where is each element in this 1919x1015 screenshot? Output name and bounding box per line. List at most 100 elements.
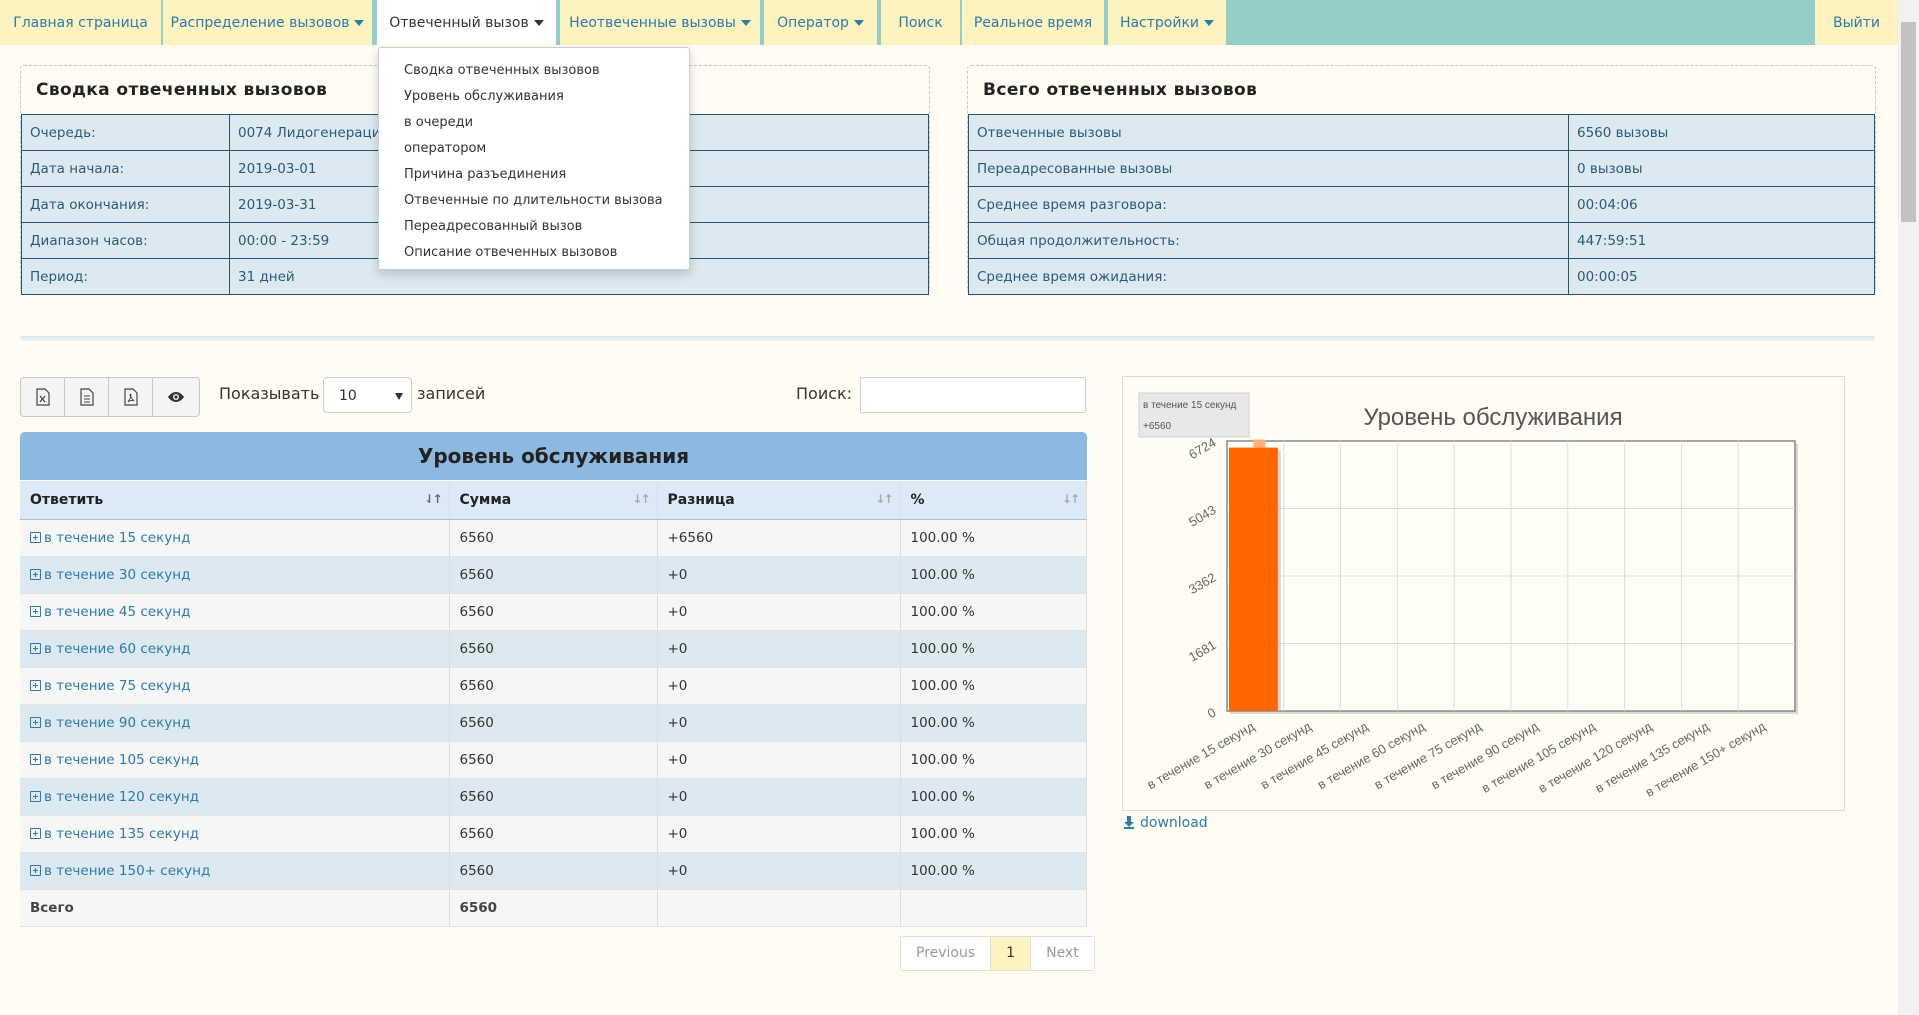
x-tick-label: в течение 45 секунд — [1258, 718, 1371, 792]
nav-operator[interactable]: Оператор — [764, 0, 877, 45]
answer-cell[interactable]: в течение 75 секунд — [20, 667, 450, 705]
answer-link[interactable]: в течение 120 секунд — [44, 788, 199, 805]
expand-icon[interactable] — [30, 864, 41, 876]
nav-settings[interactable]: Настройки — [1108, 0, 1226, 45]
bar-highlight — [1253, 439, 1266, 448]
answer-cell[interactable]: в течение 15 секунд — [20, 519, 450, 557]
dropdown-item-transferred[interactable]: Переадресованный вызов — [404, 219, 583, 234]
dropdown-item-answered-details[interactable]: Описание отвеченных вызовов — [404, 245, 618, 260]
x-tick-label: в течение 60 секунд — [1315, 718, 1428, 792]
select-arrow-icon — [395, 393, 403, 400]
expand-icon[interactable] — [30, 753, 41, 765]
column-header-sum[interactable]: Сумма ↓↑ — [449, 481, 658, 520]
summary-key: Среднее время разговора: — [968, 186, 1569, 223]
expand-icon[interactable] — [30, 605, 41, 617]
expand-icon[interactable] — [30, 531, 41, 543]
column-header-percent[interactable]: % ↓↑ — [900, 481, 1087, 520]
dropdown-item-answered-summary[interactable]: Сводка отвеченных вызовов — [404, 63, 600, 78]
expand-icon[interactable] — [30, 642, 41, 654]
answer-link[interactable]: в течение 90 секунд — [44, 714, 191, 731]
dropdown-item-service-level[interactable]: Уровень обслуживания — [404, 89, 564, 104]
summary-value: 447:59:51 — [1568, 222, 1875, 259]
dropdown-item-disconnect-reason[interactable]: Причина разъединения — [404, 167, 567, 182]
table-row: в течение 135 секунд 6560 +0 100.00 % — [20, 815, 1087, 853]
service-level-chart: Уровень обслуживания 0 1681 3362 5043 6724 в т… — [1122, 376, 1845, 811]
nav-home[interactable]: Главная страница — [0, 0, 161, 45]
percent-cell: 100.00 % — [900, 778, 1087, 816]
nav-answered-calls[interactable]: Отвеченный вызов — [377, 0, 556, 45]
percent-cell: 100.00 % — [900, 704, 1087, 742]
scrollbar-thumb[interactable] — [1901, 22, 1916, 222]
answer-link[interactable]: в течение 15 секунд — [44, 529, 191, 546]
answer-link[interactable]: в течение 75 секунд — [44, 677, 191, 694]
diff-cell: +0 — [657, 667, 901, 705]
page-scrollbar[interactable] — [1898, 0, 1919, 1015]
expand-icon[interactable] — [30, 716, 41, 728]
answer-cell[interactable]: в течение 45 секунд — [20, 593, 450, 631]
total-answered-title: Всего отвеченных вызовов — [983, 80, 1258, 100]
search-input[interactable] — [860, 377, 1086, 413]
expand-icon[interactable] — [30, 679, 41, 691]
nav-unanswered-calls[interactable]: Неотвеченные вызовы — [560, 0, 760, 45]
answer-cell[interactable]: в течение 30 секунд — [20, 556, 450, 594]
answered-calls-dropdown-menu: Сводка отвеченных вызовов Уровень обслуж… — [378, 47, 690, 270]
answer-link[interactable]: в течение 105 секунд — [44, 751, 199, 768]
dropdown-item-by-duration[interactable]: Отвеченные по длительности вызова — [404, 193, 663, 208]
table-total-row: Всего 6560 — [20, 889, 1087, 927]
sum-cell: 6560 — [449, 630, 658, 668]
percent-cell: 100.00 % — [900, 519, 1087, 557]
summary-value: 6560 вызовы — [1568, 114, 1875, 151]
y-tick-label: 5043 — [1186, 502, 1219, 529]
table-row: в течение 90 секунд 6560 +0 100.00 % — [20, 704, 1087, 742]
page-size-select[interactable]: 10 — [323, 377, 412, 413]
total-answered-table: Отвеченные вызовы 6560 вызовы Переадресов… — [968, 114, 1875, 295]
nav-search-label: Поиск — [898, 14, 943, 31]
answer-link[interactable]: в течение 30 секунд — [44, 566, 191, 583]
answer-link[interactable]: в течение 150+ секунд — [44, 862, 211, 879]
sum-cell: 6560 — [449, 593, 658, 631]
summary-key: Очередь: — [21, 114, 230, 151]
column-header-sum-label: Сумма — [459, 491, 512, 508]
nav-search[interactable]: Поиск — [881, 0, 960, 45]
pdf-export-button[interactable] — [108, 377, 153, 417]
answer-cell[interactable]: в течение 105 секунд — [20, 741, 450, 779]
dropdown-item-by-operator[interactable]: оператором — [404, 141, 487, 156]
answer-cell[interactable]: в течение 60 секунд — [20, 630, 450, 668]
page-size-value: 10 — [339, 388, 357, 404]
excel-export-button[interactable] — [20, 377, 65, 417]
answer-link[interactable]: в течение 60 секунд — [44, 640, 191, 657]
diff-cell: +6560 — [657, 519, 901, 557]
sum-cell: 6560 — [449, 741, 658, 779]
answer-cell[interactable]: в течение 90 секунд — [20, 704, 450, 742]
pagination-page-1[interactable]: 1 — [990, 936, 1032, 971]
pagination-next[interactable]: Next — [1030, 936, 1095, 971]
answer-link[interactable]: в течение 135 секунд — [44, 825, 199, 842]
section-divider — [20, 336, 1875, 341]
nav-call-distribution[interactable]: Распределение вызовов — [163, 0, 372, 45]
table-row: в течение 105 секунд 6560 +0 100.00 % — [20, 741, 1087, 779]
nav-realtime[interactable]: Реальное время — [962, 0, 1104, 45]
expand-icon[interactable] — [30, 568, 41, 580]
expand-icon[interactable] — [30, 827, 41, 839]
nav-call-distribution-label: Распределение вызовов — [170, 14, 350, 31]
nav-operator-label: Оператор — [777, 14, 849, 31]
answer-cell[interactable]: в течение 135 секунд — [20, 815, 450, 853]
pdf-export-icon — [123, 388, 138, 406]
answer-cell[interactable]: в течение 150+ секунд — [20, 852, 450, 890]
answer-cell[interactable]: в течение 120 секунд — [20, 778, 450, 816]
sort-icon: ↓↑ — [1061, 492, 1080, 506]
column-header-answer[interactable]: Ответить ⇃↑ — [20, 481, 450, 520]
csv-export-button[interactable] — [64, 377, 109, 417]
pagination-previous[interactable]: Previous — [900, 936, 992, 971]
logout-button[interactable]: Выйти — [1815, 0, 1898, 45]
answer-link[interactable]: в течение 45 секунд — [44, 603, 191, 620]
column-header-diff[interactable]: Разница ↓↑ — [657, 481, 901, 520]
column-visibility-button[interactable] — [152, 377, 200, 417]
diff-cell: +0 — [657, 852, 901, 890]
dropdown-item-in-queue[interactable]: в очереди — [404, 115, 474, 130]
table-title: Уровень обслуживания — [20, 432, 1087, 480]
summary-row: Общая продолжительность: 447:59:51 — [968, 222, 1875, 259]
summary-value: 00:00:05 — [1568, 258, 1875, 295]
download-link[interactable]: download — [1124, 815, 1208, 831]
expand-icon[interactable] — [30, 790, 41, 802]
